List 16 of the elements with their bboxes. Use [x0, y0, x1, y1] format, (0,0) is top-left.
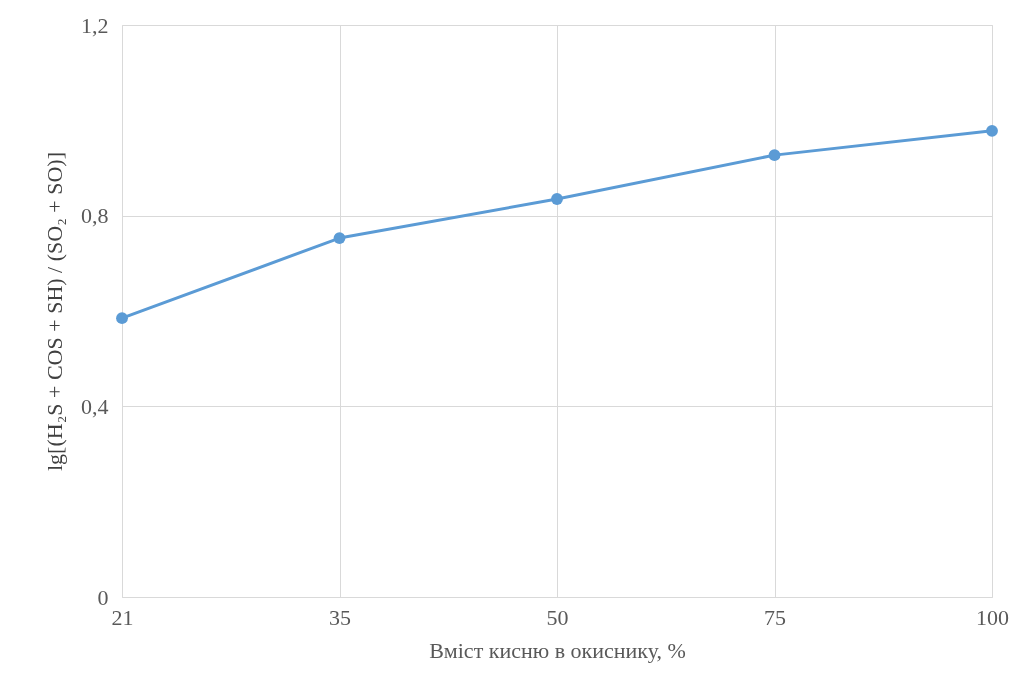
x-tick-label: 50: [546, 604, 569, 630]
x-axis-title: Вміст кисню в окиснику, %: [429, 637, 686, 663]
y-tick-label: 0,8: [81, 203, 109, 229]
y-tick-label: 0: [97, 584, 109, 610]
x-tick-label: 21: [111, 604, 134, 630]
point: [551, 193, 563, 205]
x-tick-label: 100: [976, 604, 1009, 630]
x-tick-label: 35: [329, 604, 351, 630]
point: [333, 232, 346, 244]
y-tick-label: 0,4: [81, 393, 109, 419]
point: [768, 149, 781, 162]
point: [986, 124, 998, 137]
point: [116, 312, 128, 325]
y-tick-label: 1,2: [81, 12, 109, 38]
x-tick-label: 75: [764, 604, 786, 630]
y-axis-title: lg[(H₂S + COS + SH) / (SO₂ + SO)]: [42, 151, 67, 472]
